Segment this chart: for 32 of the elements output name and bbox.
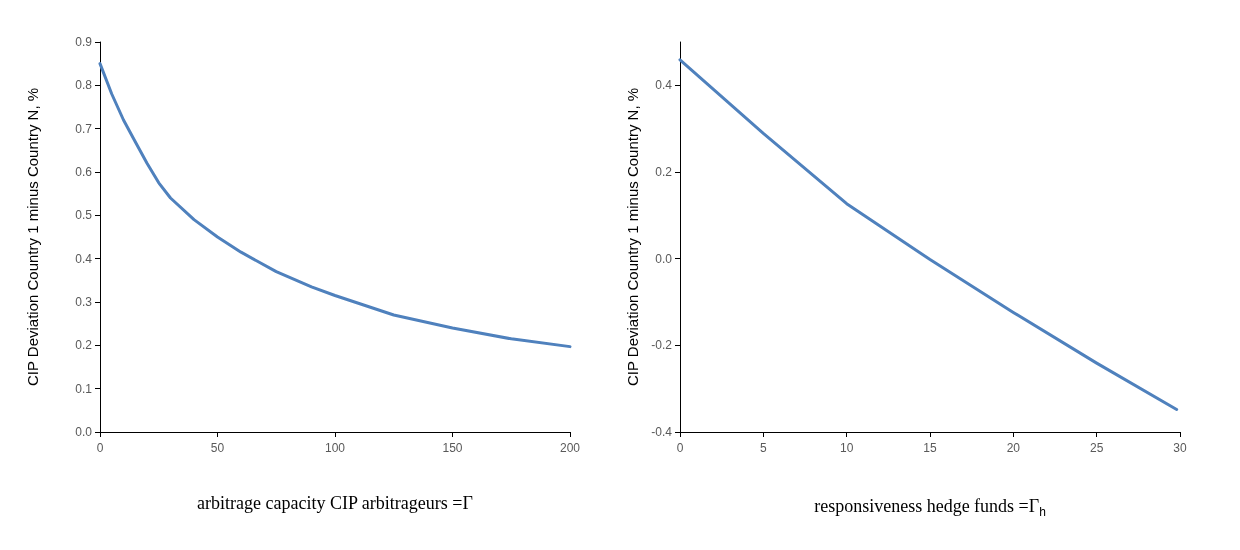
y-axis-title: CIP Deviation Country 1 minus Country N, % — [624, 87, 641, 387]
y-tick-label: 0.9 — [75, 35, 93, 49]
x-tick-label: 20 — [1006, 441, 1021, 455]
x-tick-label: 200 — [559, 441, 581, 455]
y-tick-label: 0.6 — [75, 165, 93, 179]
y-tick-label: 0.5 — [75, 208, 93, 223]
y-tick-label: 0.0 — [75, 425, 93, 439]
line-series — [678, 58, 1179, 411]
x-tick-label: 150 — [442, 441, 463, 455]
x-tick-label: 30 — [1173, 441, 1187, 455]
y-tick-label: 0.0 — [655, 251, 673, 266]
y-tick-label: 0.4 — [75, 251, 93, 266]
y-tick-label: 0.7 — [75, 121, 93, 136]
x-tick-label: 10 — [839, 441, 854, 455]
x-tick-label: 15 — [923, 441, 937, 455]
y-tick-label: -0.2 — [651, 338, 673, 353]
x-tick-label: 0 — [676, 441, 684, 455]
y-tick-label: 0.2 — [655, 165, 673, 179]
x-tick-label: 0 — [96, 441, 104, 455]
y-tick-label: 0.8 — [75, 78, 93, 93]
y-tick-label: 0.2 — [75, 338, 93, 353]
x-axis-title: arbitrage capacity CIP arbitrageurs =Γ — [197, 493, 473, 513]
x-tick-label: 5 — [759, 441, 767, 455]
y-axis-title: CIP Deviation Country 1 minus Country N, % — [24, 87, 41, 387]
y-tick-label: -0.4 — [651, 425, 673, 439]
x-tick-label: 100 — [324, 441, 346, 455]
y-tick-label: 0.3 — [75, 295, 93, 309]
line-series — [98, 62, 572, 349]
x-tick-label: 50 — [210, 441, 225, 455]
y-tick-label: 0.4 — [655, 78, 673, 93]
x-tick-label: 25 — [1089, 441, 1104, 455]
y-tick-label: 0.1 — [75, 381, 93, 396]
